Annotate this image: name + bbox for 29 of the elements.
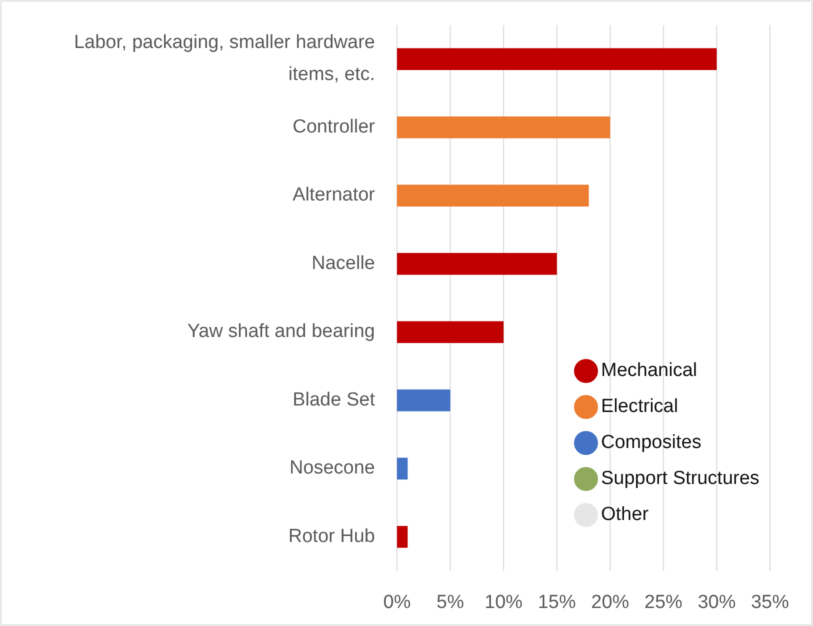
y-tick-label: Rotor Hub [288,526,375,547]
y-tick-label: Controller [292,116,376,138]
legend-label: Electrical [601,396,678,418]
y-tick-label: Blade Set [292,389,376,410]
legend-label: Composites [601,432,702,454]
x-tick-label: 30% [698,592,736,613]
bar [397,252,557,275]
legend-label: Other [601,504,650,526]
y-tick-label: Alternator [292,184,376,206]
y-tick-label: Labor, packaging, smaller hardware items, etc. [74,32,375,86]
bar [397,321,504,344]
legend-label: Mechanical [601,360,698,382]
x-tick-label: 0% [383,592,411,613]
y-tick-label: Yaw shaft and bearing [187,321,375,342]
bar [397,48,717,70]
y-tick-label: Nacelle [312,252,375,274]
bar [397,458,408,480]
bar [397,184,589,207]
x-tick-label: 10% [484,592,523,613]
bar [397,526,408,548]
x-tick-label: 15% [538,592,576,613]
bar [397,389,450,412]
x-tick-label: 5% [436,592,464,613]
x-tick-label: 35% [750,592,790,613]
x-tick-label: 20% [591,592,630,613]
x-tick-label: 25% [644,592,683,613]
bar [397,116,610,138]
y-tick-label: Nosecone [289,458,375,479]
legend-label: Support Structures [601,468,760,490]
